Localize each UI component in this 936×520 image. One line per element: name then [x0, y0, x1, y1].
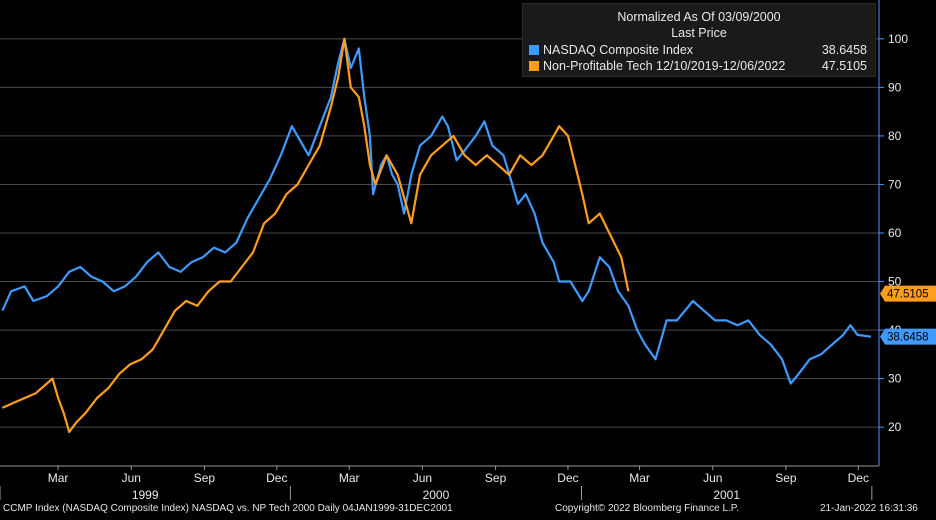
last-price-tag-label: 38.6458 [887, 332, 929, 344]
last-price-tags: 38.6458 47.5105 [880, 285, 936, 345]
last-price-tag-nasdaq [880, 328, 936, 345]
legend-label-nasdaq: NASDAQ Composite Index [543, 43, 694, 57]
x-tick-label: Mar [48, 471, 69, 485]
x-tick-label: Jun [703, 471, 722, 485]
y-tick-label: 20 [888, 420, 902, 434]
chart-subtitle: Last Price [671, 26, 727, 40]
year-label: 2001 [713, 488, 740, 500]
year-label: 1999 [132, 488, 159, 500]
legend-swatch-nasdaq [529, 45, 539, 55]
last-price-tag-label: 47.5105 [887, 289, 929, 301]
legend-value-np-tech: 47.5105 [821, 59, 867, 73]
x-tick-label: Mar [629, 471, 650, 485]
y-tick-label: 50 [888, 275, 902, 289]
legend-entry-nasdaq: NASDAQ Composite Index 38.6458 [529, 43, 867, 59]
legend-label-np-tech: Non-Profitable Tech 12/10/2019-12/06/202… [543, 59, 786, 73]
x-tick-label: Mar [339, 471, 360, 485]
series-lines [1, 37, 872, 434]
last-price-tag-np-tech [880, 285, 936, 302]
x-axis: Mar Jun Sep Dec Mar Jun Sep Dec Mar Jun Sep Dec 1999… [0, 465, 879, 500]
series-line-np-tech [1, 37, 630, 434]
y-tick-label: 70 [888, 177, 902, 191]
y-tick-label: 60 [888, 226, 902, 240]
x-tick-label: Dec [848, 471, 869, 485]
y-axis: 2030405060708090100 [878, 0, 908, 466]
x-tick-label: Dec [557, 471, 578, 485]
year-label: 2000 [423, 488, 450, 500]
legend-swatch-np-tech [529, 61, 539, 71]
y-tick-label: 90 [888, 80, 902, 94]
footer-timestamp: 21-Jan-2022 16:31:36 [820, 503, 918, 514]
legend-entry-np-tech: Non-Profitable Tech 12/10/2019-12/06/202… [529, 59, 867, 75]
footer-copyright: Copyright© 2022 Bloomberg Finance L.P. [555, 503, 739, 514]
series-line-nasdaq [1, 37, 872, 385]
chart-title: Normalized As Of 03/09/2000 [617, 10, 781, 24]
x-tick-label: Jun [413, 471, 432, 485]
y-tick-label: 30 [888, 372, 902, 386]
footer-security-info: CCMP Index (NASDAQ Composite Index) NASD… [3, 503, 453, 514]
legend-value-nasdaq: 38.6458 [821, 43, 867, 57]
price-chart: Mar Jun Sep Dec Mar Jun Sep Dec Mar Jun Sep Dec 1999… [0, 0, 936, 500]
x-tick-label: Sep [485, 471, 507, 485]
legend: Normalized As Of 03/09/2000 Last Price N… [522, 3, 876, 77]
x-tick-label: Jun [122, 471, 141, 485]
y-tick-label: 100 [888, 32, 908, 46]
gridlines [0, 38, 879, 428]
x-tick-label: Dec [266, 471, 287, 485]
x-tick-label: Sep [194, 471, 216, 485]
x-tick-label: Sep [775, 471, 797, 485]
y-tick-label: 80 [888, 129, 902, 143]
